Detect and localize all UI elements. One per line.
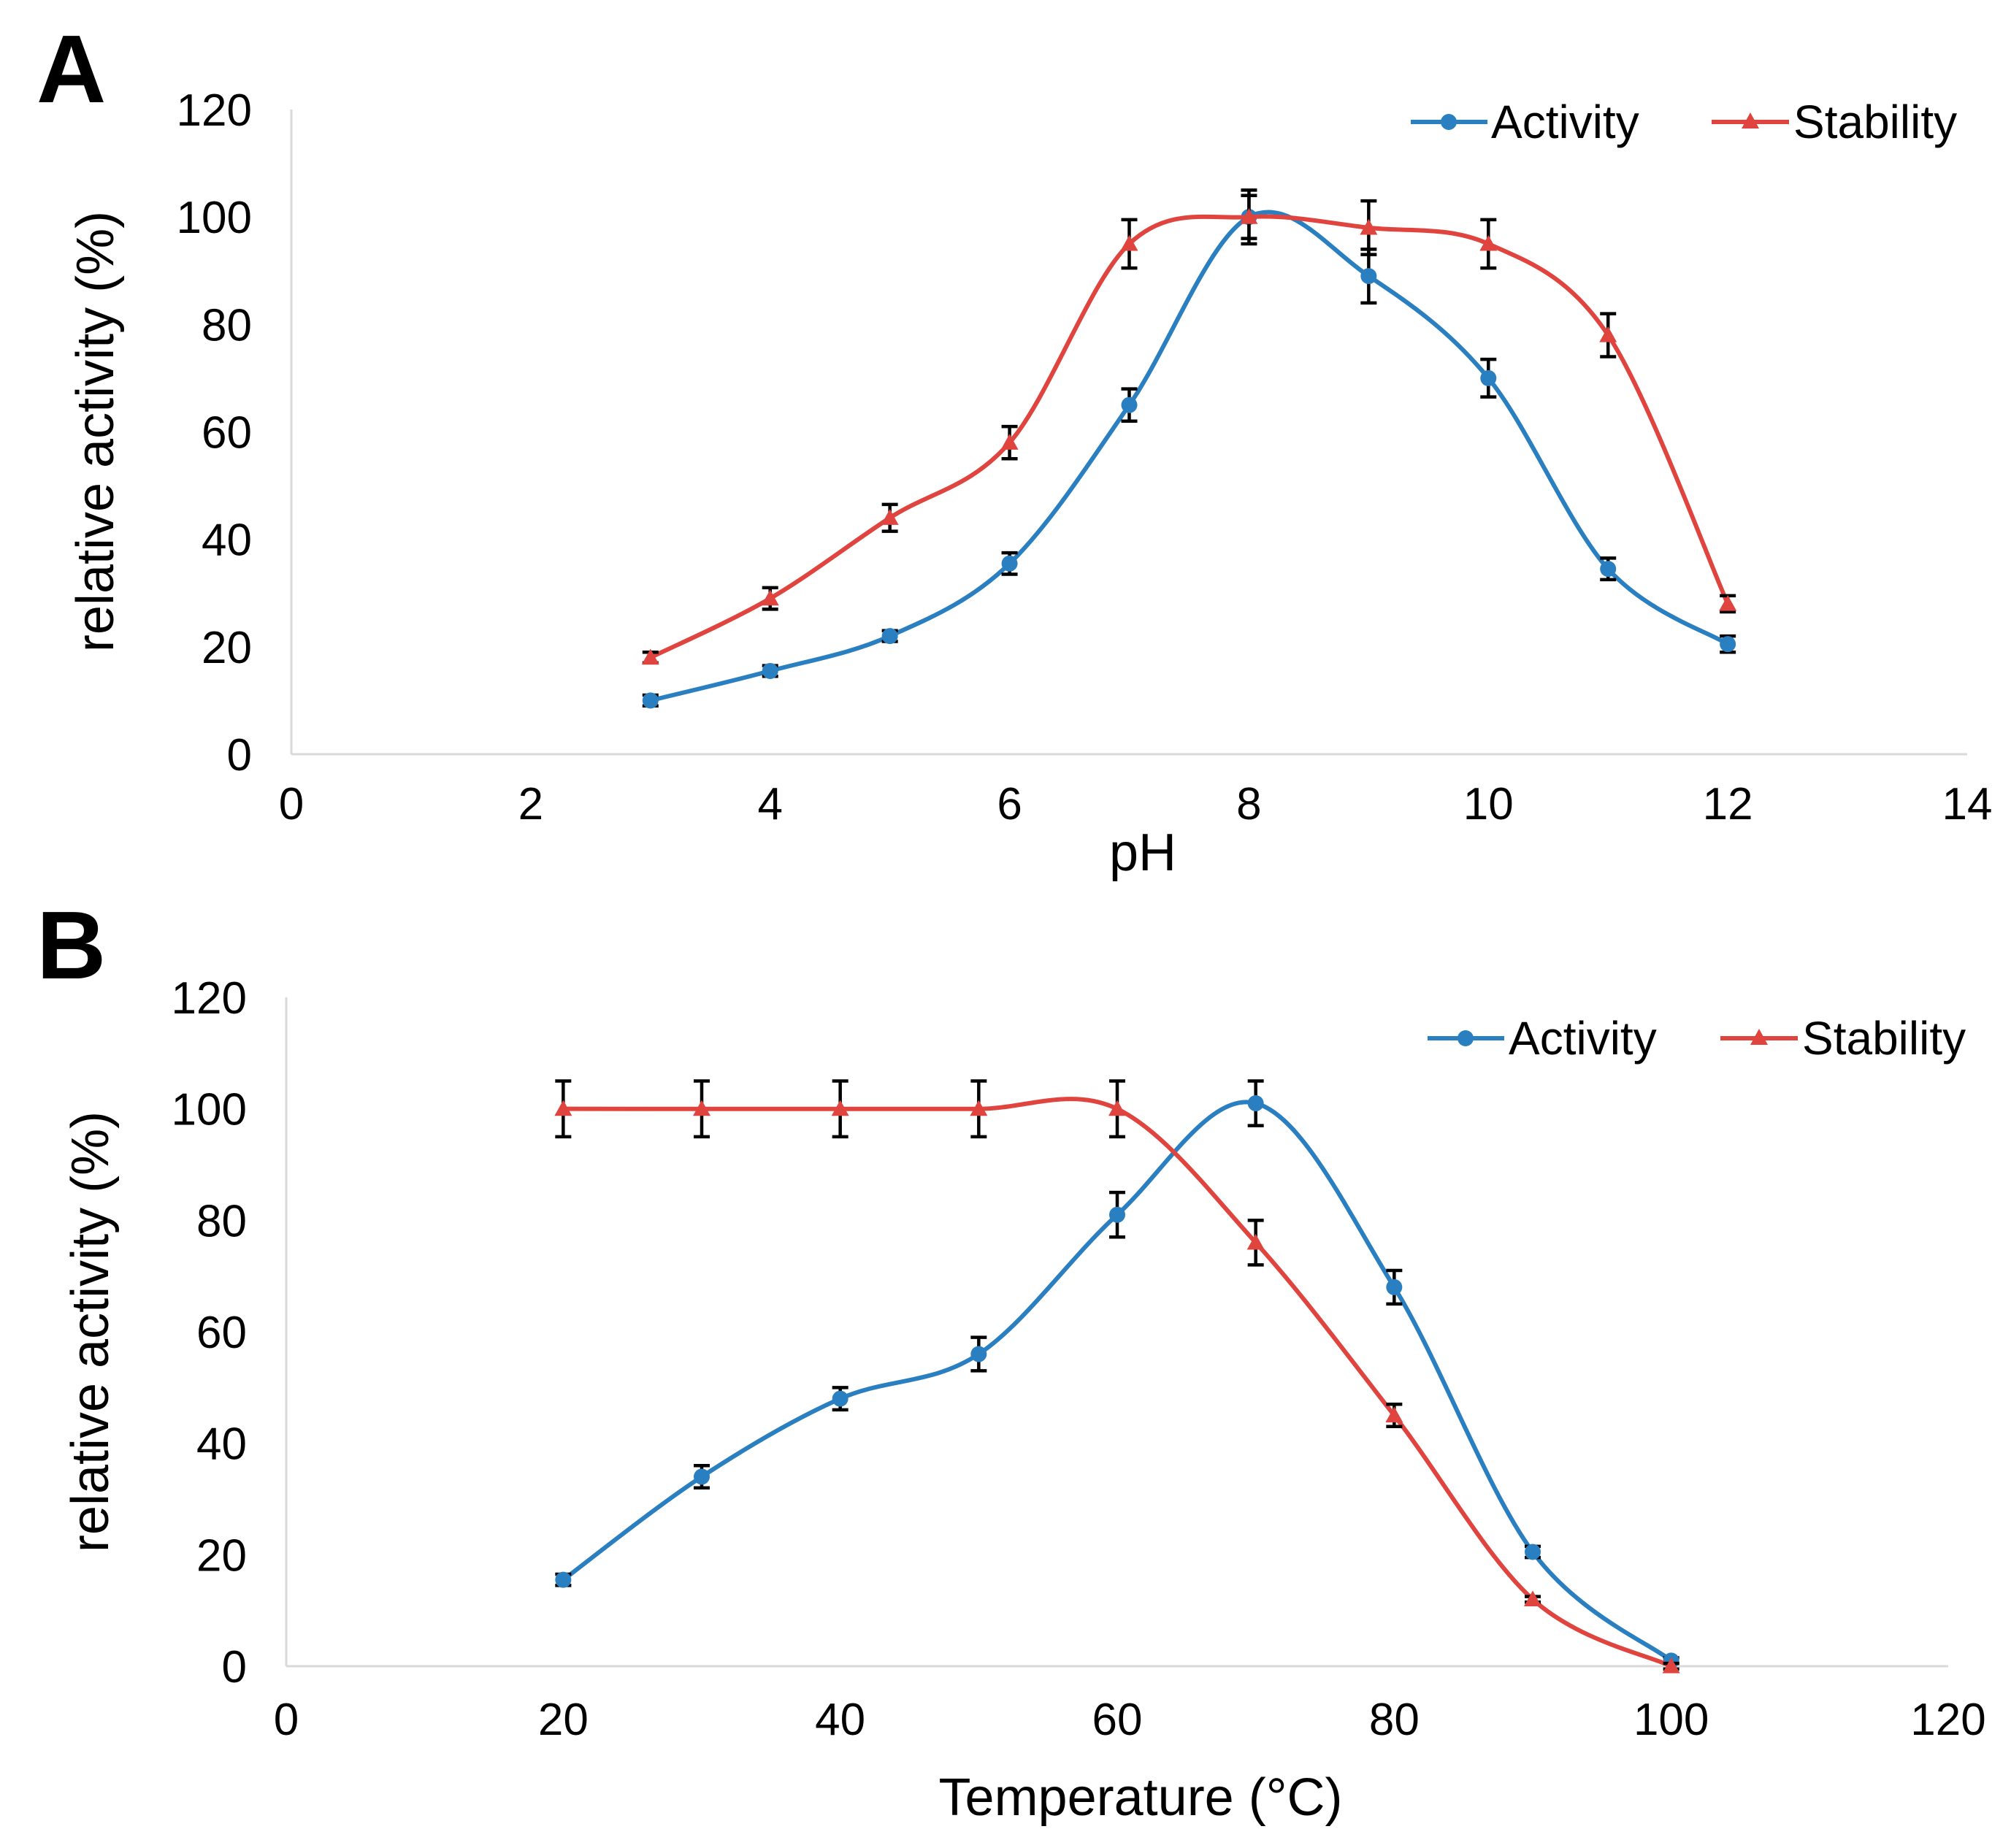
panel-a-y-ticks: 0 20 40 60 80 100 120 (177, 85, 252, 781)
y-tick-label: 100 (177, 193, 252, 243)
legend-stability-label: Stability (1793, 96, 1957, 148)
activity-point (1247, 1095, 1264, 1112)
stability-point (1385, 1406, 1403, 1423)
y-tick-label: 60 (196, 1308, 247, 1358)
legend-activity-marker (1458, 1030, 1474, 1046)
panel-a: A 0 20 40 60 80 100 120 0 2 4 6 8 10 12 14 pH relativ… (37, 15, 1992, 882)
stability-point (1360, 218, 1378, 235)
stability-point (1120, 234, 1138, 251)
panel-a-x-ticks: 0 2 4 6 8 10 12 14 (279, 779, 1993, 829)
x-tick-label: 14 (1942, 779, 1993, 829)
x-tick-label: 40 (815, 1695, 865, 1745)
panel-b-x-ticks: 0 20 40 60 80 100 120 (274, 1695, 1986, 1745)
stability-point (1719, 594, 1737, 611)
activity-point (762, 662, 778, 679)
legend-activity-label: Activity (1491, 96, 1639, 148)
y-tick-label: 80 (202, 300, 252, 350)
activity-point (1480, 369, 1497, 386)
panel-a-series (641, 188, 1737, 709)
activity-point (1600, 561, 1617, 578)
panel-a-letter: A (37, 15, 106, 123)
activity-point (555, 1571, 572, 1588)
x-tick-label: 80 (1369, 1695, 1420, 1745)
stability-point (693, 1100, 710, 1116)
activity-point (970, 1346, 987, 1362)
x-tick-label: 10 (1463, 779, 1514, 829)
activity-point (1720, 636, 1736, 653)
activity-point (1525, 1544, 1541, 1560)
panel-a-x-axis-title: pH (1109, 824, 1176, 882)
y-tick-label: 120 (172, 973, 247, 1024)
stability-point (1108, 1100, 1126, 1116)
activity-point (1109, 1206, 1125, 1223)
panel-b-y-axis-title: relative activity (%) (61, 1111, 120, 1552)
panel-b-series (554, 1079, 1680, 1673)
legend-activity-marker (1441, 114, 1457, 130)
y-tick-label: 100 (172, 1085, 247, 1135)
activity-point (832, 1390, 849, 1407)
panel-b-legend: Activity Stability (1428, 1012, 1966, 1065)
x-tick-label: 2 (518, 779, 543, 829)
x-tick-label: 100 (1633, 1695, 1709, 1745)
stability-point (970, 1100, 988, 1116)
stability-point (761, 589, 779, 606)
x-tick-label: 20 (538, 1695, 589, 1745)
y-tick-label: 20 (202, 623, 252, 673)
legend-stability-marker (1742, 112, 1759, 129)
stability-point (881, 509, 899, 525)
legend-stability-label: Stability (1802, 1012, 1966, 1065)
y-tick-label: 120 (177, 85, 252, 136)
x-tick-label: 60 (1092, 1695, 1143, 1745)
stability-curve (648, 214, 1731, 660)
y-tick-label: 0 (227, 730, 252, 781)
y-tick-label: 0 (222, 1642, 247, 1692)
x-tick-label: 6 (997, 779, 1022, 829)
stability-curve (561, 1097, 1674, 1668)
activity-curve (561, 1100, 1674, 1663)
stability-point (1599, 326, 1617, 342)
x-tick-label: 0 (279, 779, 304, 829)
stability-point (831, 1100, 849, 1116)
panel-a-y-axis-title: relative activity (%) (66, 211, 125, 652)
activity-point (1121, 396, 1138, 413)
stability-point (1479, 234, 1498, 251)
legend-activity-label: Activity (1509, 1012, 1657, 1065)
x-tick-label: 12 (1703, 779, 1753, 829)
activity-point (1001, 555, 1018, 572)
x-tick-label: 120 (1910, 1695, 1985, 1745)
stability-point (554, 1100, 572, 1116)
x-tick-label: 0 (274, 1695, 299, 1745)
stability-point (1662, 1657, 1680, 1673)
activity-point (1386, 1278, 1403, 1295)
panel-b-x-axis-title: Temperature (°C) (939, 1768, 1343, 1827)
activity-point (881, 628, 898, 645)
y-tick-label: 40 (202, 515, 252, 566)
stability-point (1524, 1590, 1541, 1606)
y-tick-label: 40 (196, 1419, 247, 1470)
panel-a-legend: Activity Stability (1411, 96, 1957, 148)
legend-stability-marker (1750, 1029, 1768, 1045)
activity-point (642, 692, 659, 709)
stability-point (1000, 434, 1019, 450)
y-tick-label: 20 (196, 1530, 247, 1581)
y-tick-label: 80 (196, 1196, 247, 1246)
x-tick-label: 4 (757, 779, 782, 829)
stability-point (641, 648, 659, 665)
activity-curve (648, 210, 1731, 703)
panel-b-letter: B (37, 892, 106, 999)
y-tick-label: 60 (202, 408, 252, 459)
activity-point (1360, 268, 1377, 285)
x-tick-label: 8 (1236, 779, 1261, 829)
activity-point (694, 1468, 710, 1485)
panel-b: B 0 20 40 60 80 100 120 0 20 40 60 80 100 120 Temper… (37, 892, 1986, 1827)
panel-b-y-ticks: 0 20 40 60 80 100 120 (172, 973, 247, 1692)
stability-point (1246, 1233, 1265, 1250)
stability-point (1240, 208, 1258, 224)
